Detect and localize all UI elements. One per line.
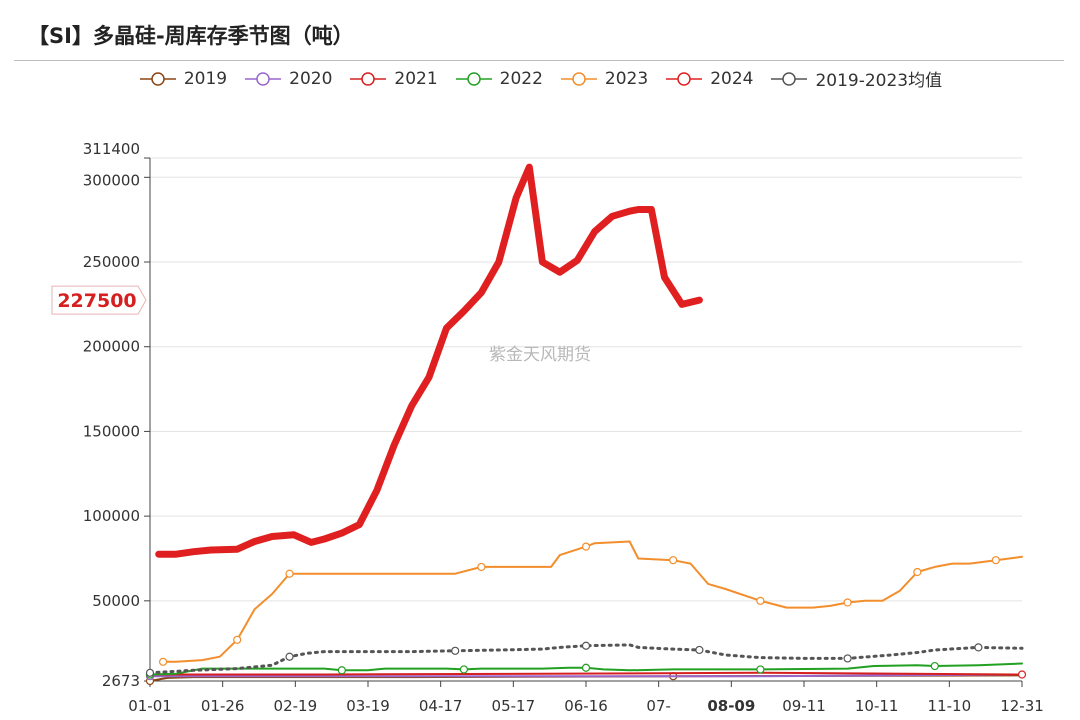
series-line-2023 [162, 540, 1023, 663]
x-tick-label: 04-17 [419, 697, 463, 715]
legend-item-2022[interactable]: 2022 [454, 66, 543, 91]
x-tick-label: 03-19 [346, 697, 390, 715]
x-tick-label-highlight: 08-09 [707, 697, 755, 715]
x-tick-label: 01-01 [128, 697, 172, 715]
y-axis: 2673 50000 100000 150000 200000 250000 300000 3… [83, 140, 151, 690]
x-tick-label: 07- [646, 697, 671, 715]
series-line-2024 [155, 163, 703, 558]
series-point [158, 657, 168, 666]
series-point [337, 666, 346, 675]
series-point [451, 646, 460, 655]
legend-label: 2024 [710, 68, 754, 89]
x-tick-label: 11-10 [928, 697, 972, 715]
series-point [285, 569, 294, 578]
legend-item-2019-2023均值[interactable]: 2019-2023均值 [769, 66, 942, 91]
series-point [477, 562, 486, 572]
grid-lines [150, 157, 1022, 682]
series-point [843, 654, 852, 663]
legend-label: 2023 [604, 68, 649, 89]
series-line-2020 [149, 673, 1023, 678]
legend-item-2020[interactable]: 2020 [243, 66, 332, 91]
series-point [991, 556, 1000, 565]
y-tick-label: 200000 [83, 338, 140, 356]
y-tick-label: 2673 [102, 672, 140, 690]
y-tick-label: 250000 [83, 253, 140, 271]
series-point [581, 663, 591, 672]
series-line-2019-2023均值 [148, 643, 1024, 675]
legend-line-circle-icon [771, 71, 808, 86]
x-tick-label: 05-17 [492, 697, 536, 715]
legend-line-circle-icon [666, 71, 703, 86]
x-tick-label: 12-31 [1000, 697, 1044, 715]
series-layer [145, 163, 1027, 686]
page-title: 【SI】多晶硅-周库存季节图（吨） [28, 24, 354, 48]
legend-item-2021[interactable]: 2021 [348, 66, 438, 91]
legend-item-2023[interactable]: 2023 [559, 66, 648, 91]
series-point [695, 645, 704, 655]
x-axis: 01-01 01-26 02-19 03-19 04-17 05-17 06-16 07- 08… [128, 680, 1044, 715]
x-tick-label: 02-19 [274, 697, 318, 715]
chart-legend: 2019 2020 2021 2022 2023 2024 2019-2023均值 [0, 66, 1080, 91]
y-tick-label: 300000 [83, 171, 140, 189]
series-line-2021 [149, 671, 1023, 676]
legend-item-2024[interactable]: 2024 [664, 66, 753, 91]
legend-line-circle-icon [560, 71, 597, 86]
y-tick-label: 311400 [83, 140, 140, 158]
series-point [581, 542, 591, 551]
series-point [581, 641, 591, 650]
series-point [843, 598, 852, 607]
x-tick-label: 06-16 [564, 697, 608, 715]
x-tick-label: 09-11 [782, 697, 826, 715]
current-value-box [51, 285, 147, 315]
legend-label: 2020 [289, 68, 333, 89]
legend-line-circle-icon [245, 71, 282, 86]
series-point [974, 643, 983, 652]
y-tick-label: 50000 [92, 592, 140, 610]
series-point [145, 668, 155, 677]
series-point [669, 556, 678, 565]
legend-line-circle-icon [350, 71, 387, 86]
legend-line-circle-icon [139, 71, 176, 86]
x-tick-label: 10-11 [855, 697, 899, 715]
legend-label: 2019-2023均值 [815, 71, 943, 91]
series-point [459, 665, 469, 674]
current-value-marker: 227500 [51, 285, 147, 315]
y-tick-label: 100000 [83, 507, 140, 525]
title-divider [14, 60, 1064, 61]
series-point [756, 596, 765, 605]
x-tick-label: 01-26 [201, 697, 245, 715]
series-point [285, 652, 294, 661]
current-value-label: 227500 [57, 290, 136, 312]
series-point [913, 567, 922, 577]
series-line-2022 [149, 662, 1023, 676]
series-point [233, 635, 242, 644]
legend-item-2019[interactable]: 2019 [138, 66, 227, 91]
series-point [756, 665, 765, 674]
legend-line-circle-icon [455, 71, 492, 86]
legend-label: 2022 [499, 68, 543, 89]
legend-label: 2021 [394, 68, 438, 89]
series-point [1017, 670, 1027, 679]
watermark: 紫金天风期货 [489, 345, 591, 365]
legend-label: 2019 [183, 68, 228, 89]
series-point [930, 661, 939, 671]
y-tick-label: 150000 [83, 422, 140, 440]
